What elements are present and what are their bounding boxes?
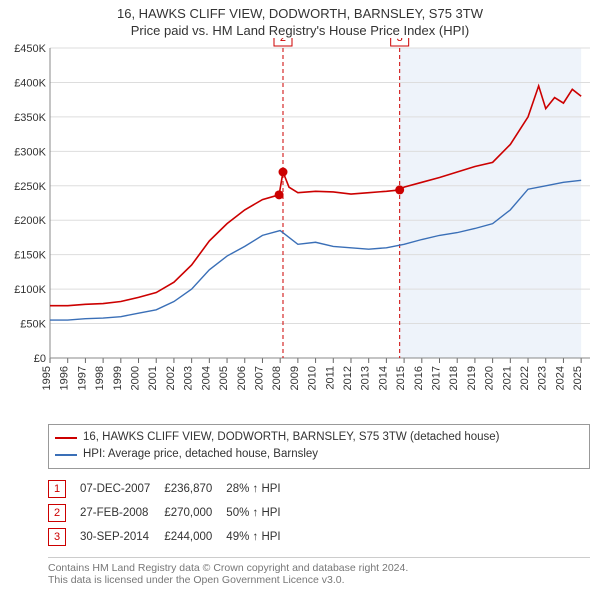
x-tick-label: 2020 [484,366,496,390]
x-tick-label: 2011 [324,366,336,390]
y-tick-label: £400K [14,77,46,89]
x-tick-label: 2021 [501,366,513,390]
x-tick-label: 2014 [377,366,389,390]
x-tick-label: 2002 [165,366,177,390]
sale-badge-chart-num: 3 [397,38,403,44]
sale-marker-dot [275,190,284,199]
x-tick-label: 1999 [112,366,124,390]
chart-titles: 16, HAWKS CLIFF VIEW, DODWORTH, BARNSLEY… [0,0,600,38]
sale-row: 1 07-DEC-2007£236,87028% ↑ HPI [48,477,295,501]
sale-badge: 3 [48,528,66,546]
sale-delta: 28% ↑ HPI [226,477,294,501]
x-tick-label: 1995 [41,366,53,390]
x-tick-label: 2006 [236,366,248,390]
legend-row: HPI: Average price, detached house, Barn… [55,446,583,463]
y-tick-label: £450K [14,43,46,55]
sale-delta: 49% ↑ HPI [226,525,294,549]
x-tick-label: 2015 [395,366,407,390]
x-tick-label: 2007 [253,366,265,390]
x-tick-label: 2000 [130,366,142,390]
sales-table: 1 07-DEC-2007£236,87028% ↑ HPI 2 27-FEB-200… [48,477,590,549]
y-tick-label: £0 [34,353,46,365]
title-line-1: 16, HAWKS CLIFF VIEW, DODWORTH, BARNSLEY… [0,6,600,21]
chart-svg: £0 £50K £100K £150K £200K £250K £300K £350K £400… [0,38,600,418]
sale-badge: 2 [48,504,66,522]
sale-row: 3 30-SEP-2014£244,00049% ↑ HPI [48,525,295,549]
x-tick-label: 2024 [554,366,566,390]
footer-line-2: This data is licensed under the Open Gov… [48,574,590,586]
legend-row: 16, HAWKS CLIFF VIEW, DODWORTH, BARNSLEY… [55,429,583,446]
x-tick-label: 2010 [307,366,319,390]
sale-marker-dot [278,168,287,177]
footer-note: Contains HM Land Registry data © Crown c… [48,557,590,586]
sale-price: £244,000 [164,525,226,549]
x-tick-label: 2009 [289,366,301,390]
y-tick-label: £250K [14,181,46,193]
x-tick-label: 2003 [183,366,195,390]
sale-date: 30-SEP-2014 [80,525,164,549]
x-tick-label: 2001 [147,366,159,390]
y-tick-label: £200K [14,215,46,227]
sale-price: £236,870 [164,477,226,501]
title-line-2: Price paid vs. HM Land Registry's House … [0,23,600,38]
x-tick-label: 2019 [466,366,478,390]
sale-price: £270,000 [164,501,226,525]
legend-label: HPI: Average price, detached house, Barn… [83,446,318,463]
sale-badge-chart-num: 2 [280,38,286,44]
x-tick-label: 2025 [572,366,584,390]
x-tick-label: 2013 [360,366,372,390]
sale-delta: 50% ↑ HPI [226,501,294,525]
legend: 16, HAWKS CLIFF VIEW, DODWORTH, BARNSLEY… [48,424,590,469]
x-tick-label: 1997 [76,366,88,390]
legend-swatch [55,454,77,456]
x-tick-label: 2018 [448,366,460,390]
x-tick-label: 2023 [537,366,549,390]
y-tick-label: £50K [20,319,46,331]
sale-date: 07-DEC-2007 [80,477,164,501]
sale-marker-dot [395,185,404,194]
y-tick-label: £300K [14,146,46,158]
sale-row: 2 27-FEB-2008£270,00050% ↑ HPI [48,501,295,525]
x-tick-label: 2008 [271,366,283,390]
legend-label: 16, HAWKS CLIFF VIEW, DODWORTH, BARNSLEY… [83,429,499,446]
x-tick-label: 2012 [342,366,354,390]
footer-line-1: Contains HM Land Registry data © Crown c… [48,562,590,574]
y-tick-label: £350K [14,112,46,124]
x-tick-label: 2005 [218,366,230,390]
forecast-shade [400,48,581,358]
y-tick-label: £100K [14,284,46,296]
x-tick-label: 2004 [200,366,212,390]
x-tick-label: 1996 [59,366,71,390]
y-tick-label: £150K [14,250,46,262]
legend-swatch [55,437,77,439]
x-tick-label: 2022 [519,366,531,390]
x-tick-label: 2016 [413,366,425,390]
x-tick-label: 1998 [94,366,106,390]
chart-area: £0 £50K £100K £150K £200K £250K £300K £350K £400… [0,38,600,418]
x-tick-label: 2017 [431,366,443,390]
sale-badge: 1 [48,480,66,498]
sale-date: 27-FEB-2008 [80,501,164,525]
